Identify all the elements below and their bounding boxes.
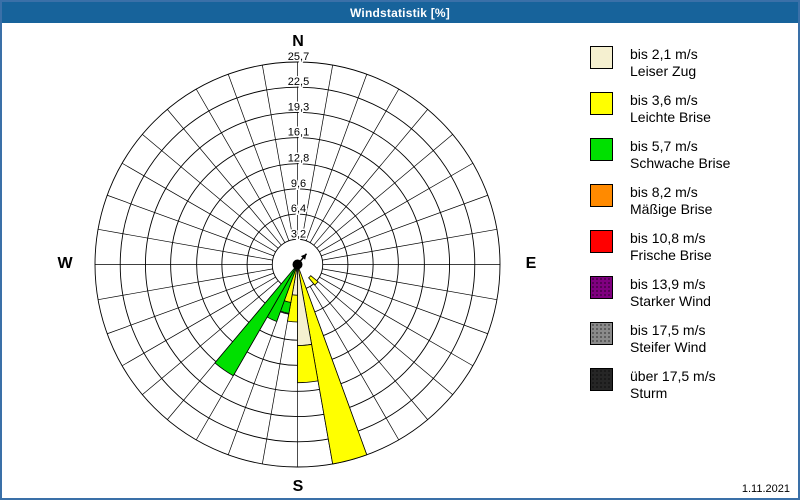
title-bar: Windstatistik [%] (2, 2, 798, 23)
legend-speed-label: bis 2,1 m/s (630, 46, 698, 62)
legend-class-label: Steifer Wind (630, 339, 707, 355)
grid-spoke (322, 268, 497, 301)
legend-item-text: bis 3,6 m/s Leichte Brise (630, 92, 711, 126)
grid-spoke (121, 276, 276, 367)
legend-color-swatch (590, 46, 613, 69)
legend-speed-label: bis 10,8 m/s (630, 230, 706, 246)
grid-spoke (195, 88, 286, 243)
legend-class-label: Schwache Brise (630, 155, 731, 171)
grid-spoke (313, 109, 428, 246)
legend-item: über 17,5 m/s Sturm (590, 368, 716, 402)
wind-sector-segment (308, 275, 319, 286)
legend-speed-label: bis 3,6 m/s (630, 92, 698, 108)
ring-tick-label: 6,4 (291, 203, 306, 215)
legend-color-swatch (590, 276, 613, 299)
window-title: Windstatistik [%] (350, 5, 450, 20)
legend-class-label: Frische Brise (630, 247, 712, 263)
legend-class-label: Leichte Brise (630, 109, 711, 125)
grid-spoke (313, 283, 428, 420)
grid-spoke (142, 134, 279, 249)
grid-spoke (316, 134, 453, 249)
grid-spoke (261, 65, 294, 240)
grid-spoke (121, 162, 276, 253)
legend-color-swatch (590, 322, 613, 345)
ring-tick-label: 9,6 (291, 178, 306, 190)
ring-tick-label: 25,7 (288, 51, 309, 63)
grid-spoke (321, 272, 488, 335)
grid-spoke (107, 272, 274, 335)
ring-tick-label: 22,5 (288, 76, 309, 88)
legend-item: bis 8,2 m/s Mäßige Brise (590, 184, 712, 218)
legend-class-label: Leiser Zug (630, 63, 697, 79)
legend-item-text: bis 10,8 m/s Frische Brise (630, 230, 712, 264)
legend-class-label: Mäßige Brise (630, 201, 713, 217)
compass-label-west: W (57, 255, 73, 272)
legend-speed-label: bis 5,7 m/s (630, 138, 698, 154)
grid-spoke (309, 286, 400, 441)
legend-class-label: Starker Wind (630, 293, 711, 309)
ring-tick-label: 19,3 (288, 101, 309, 113)
legend-item-text: bis 2,1 m/s Leiser Zug (630, 46, 698, 80)
legend-color-swatch (590, 138, 613, 161)
wind-sector-segment (287, 294, 298, 323)
grid-spoke (305, 74, 368, 241)
wind-sector-segment (214, 264, 298, 377)
grid-spoke (98, 228, 273, 261)
compass-label-south: S (292, 478, 304, 495)
grid-spoke (227, 74, 290, 241)
legend-item-text: bis 5,7 m/s Schwache Brise (630, 138, 730, 172)
legend-color-swatch (590, 92, 613, 115)
grid-spoke (321, 194, 488, 257)
legend-class-label: Sturm (630, 385, 668, 401)
grid-spoke (142, 280, 279, 395)
grid-spoke (309, 88, 400, 243)
compass-label-east: E (525, 255, 537, 272)
legend-item-text: bis 13,9 m/s Starker Wind (630, 276, 711, 310)
wind-sector-segment (297, 264, 368, 465)
grid-spoke (319, 162, 474, 253)
legend-color-swatch (590, 184, 613, 207)
grid-spoke (316, 280, 453, 395)
legend-item: bis 3,6 m/s Leichte Brise (590, 92, 711, 126)
legend-item: bis 2,1 m/s Leiser Zug (590, 46, 698, 80)
wind-sector-segment (297, 343, 319, 384)
legend-color-swatch (590, 230, 613, 253)
wind-direction-arrowhead (300, 253, 307, 260)
legend-item: bis 10,8 m/s Frische Brise (590, 230, 712, 264)
date-label: 1.11.2021 (741, 483, 790, 495)
legend-speed-label: bis 13,9 m/s (630, 276, 706, 292)
legend-item: bis 17,5 m/s Steifer Wind (590, 322, 706, 356)
ring-tick-label: 12,8 (288, 153, 309, 165)
ring-tick-label: 16,1 (288, 127, 309, 139)
grid-spoke (322, 228, 497, 261)
grid-spoke (301, 65, 334, 240)
legend-speed-label: über 17,5 m/s (630, 368, 716, 384)
legend-item-text: bis 17,5 m/s Steifer Wind (630, 322, 706, 356)
grid-spoke (107, 194, 274, 257)
grid-spoke (319, 276, 474, 367)
compass-label-north: N (292, 33, 304, 50)
legend-item-text: bis 8,2 m/s Mäßige Brise (630, 184, 712, 218)
legend-speed-label: bis 8,2 m/s (630, 184, 698, 200)
legend-item: bis 13,9 m/s Starker Wind (590, 276, 711, 310)
legend-item-text: über 17,5 m/s Sturm (630, 368, 716, 402)
legend-color-swatch (590, 368, 613, 391)
grid-spoke (98, 268, 273, 301)
grid-spoke (167, 109, 282, 246)
legend-item: bis 5,7 m/s Schwache Brise (590, 138, 730, 172)
legend-speed-label: bis 17,5 m/s (630, 322, 706, 338)
ring-tick-label: 3,2 (291, 228, 306, 240)
